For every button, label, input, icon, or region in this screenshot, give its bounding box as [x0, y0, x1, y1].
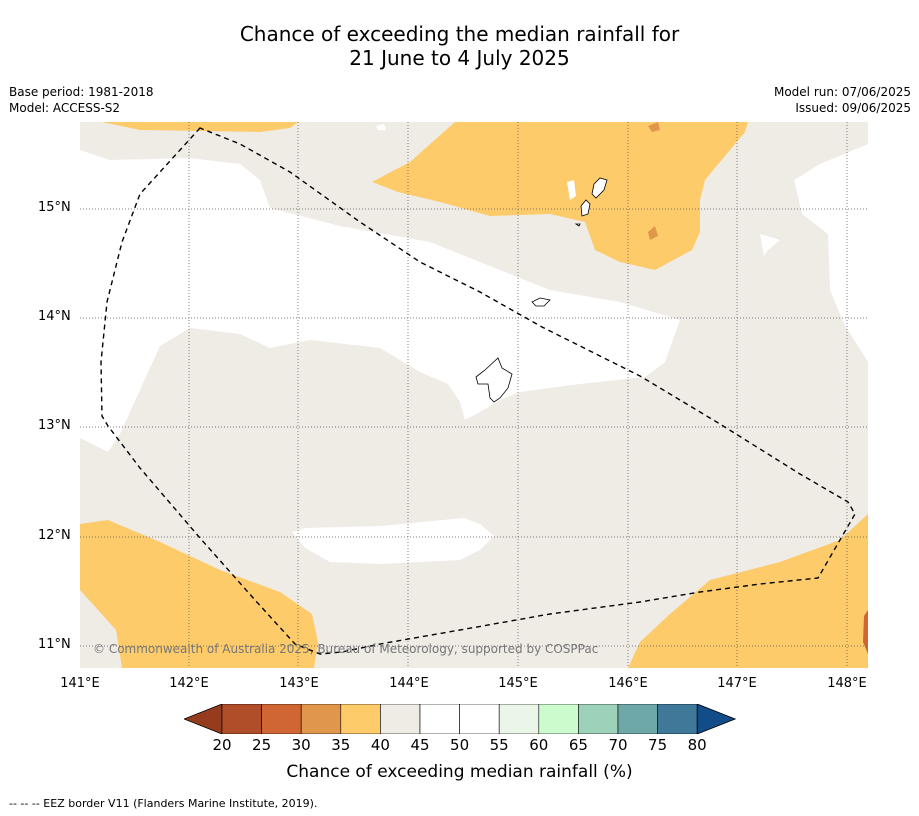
islands: [475, 177, 608, 403]
lon-label: 144°E: [389, 676, 429, 691]
colorbar-segment: [300, 703, 342, 735]
white-blob-2: [376, 124, 386, 130]
island-guam: [475, 357, 513, 403]
island-rota: [531, 297, 551, 307]
lat-label: 12°N: [38, 528, 71, 543]
island-aguijan: [574, 223, 581, 227]
base-period: Base period: 1981-2018: [9, 85, 154, 99]
lon-label: 143°E: [279, 676, 319, 691]
colorbar-tick-label: 60: [529, 736, 549, 754]
meta-right: Model run: 07/06/2025 Issued: 09/06/2025: [774, 84, 911, 116]
copyright-notice: © Commonwealth of Australia 2025, Bureau…: [93, 642, 599, 656]
lon-label: 145°E: [498, 676, 538, 691]
island-tinian: [580, 199, 591, 217]
band-30-35-patch-1: [648, 122, 660, 132]
lon-label: 142°E: [169, 676, 209, 691]
colorbar-segment: [261, 703, 302, 735]
colorbar-tick-label: 50: [450, 736, 470, 754]
map-area: [80, 122, 868, 668]
band-30-35-patch-2: [648, 226, 658, 240]
colorbar-segment: [657, 703, 698, 735]
colorbar-tick-label: 20: [212, 736, 232, 754]
colorbar-tick-label: 75: [648, 736, 668, 754]
colorbar-tick-label: 55: [489, 736, 509, 754]
colorbar-tick-label: 65: [568, 736, 588, 754]
colorbar-segment: [578, 703, 619, 735]
colorbar-svg: [182, 703, 737, 735]
colorbar-tick-label: 70: [608, 736, 628, 754]
white-blob-1: [567, 180, 576, 200]
band-45-55-east-small: [760, 234, 780, 256]
island-saipan: [591, 177, 608, 199]
band-30-35-patch-3: [863, 610, 868, 654]
graticule: [80, 122, 868, 668]
colorbar-segment: [419, 703, 460, 735]
eez-border: [100, 127, 856, 655]
lat-label: 11°N: [38, 637, 71, 652]
map-svg: [80, 122, 868, 668]
colorbar-segment: [340, 703, 381, 735]
colorbar-segment: [459, 703, 500, 735]
lat-label: 13°N: [38, 418, 71, 433]
colorbar-segment: [380, 703, 421, 735]
lon-label: 141°E: [60, 676, 100, 691]
colorbar-tick-label: 40: [370, 736, 390, 754]
model-run: Model run: 07/06/2025: [773, 85, 911, 99]
colorbar-tick-label: 80: [687, 736, 707, 754]
meta-left: Base period: 1981-2018 Model: ACCESS-S2: [9, 84, 154, 116]
issued-date: Issued: 09/06/2025: [795, 101, 911, 115]
lon-label: 148°E: [827, 676, 867, 691]
colorbar-segment: [498, 703, 540, 735]
band-35-40-nw: [102, 122, 298, 132]
band-35-40-se: [628, 514, 868, 668]
colorbar-title: Chance of exceeding median rainfall (%): [286, 762, 633, 782]
band-45-55-east: [794, 144, 868, 362]
colorbar-tick-label: 30: [291, 736, 311, 754]
colorbar-tick-label: 45: [410, 736, 430, 754]
colorbar-segment: [617, 703, 658, 735]
lon-label: 147°E: [717, 676, 757, 691]
colorbar-tick-label: 35: [331, 736, 351, 754]
colorbar-over-arrow: [696, 703, 737, 735]
title-line-1: Chance of exceeding the median rainfall …: [239, 22, 680, 46]
colorbar-segment: [538, 703, 579, 735]
lon-label: 146°E: [608, 676, 648, 691]
colorbar-under-arrow: [182, 703, 223, 735]
title-line-2: 21 June to 4 July 2025: [349, 46, 570, 70]
map-title: Chance of exceeding the median rainfall …: [0, 22, 919, 70]
colorbar-tick-label: 25: [252, 736, 272, 754]
colorbar: [182, 703, 738, 738]
model-name: Model: ACCESS-S2: [9, 101, 121, 115]
band-45-55-main: [80, 150, 680, 452]
band-45-55-south: [292, 518, 494, 564]
colorbar-segment: [221, 703, 262, 735]
eez-footnote: -- -- -- EEZ border V11 (Flanders Marine…: [9, 797, 318, 810]
band-35-40-sw: [80, 520, 318, 668]
lat-label: 14°N: [38, 309, 71, 324]
lat-label: 15°N: [38, 200, 71, 215]
